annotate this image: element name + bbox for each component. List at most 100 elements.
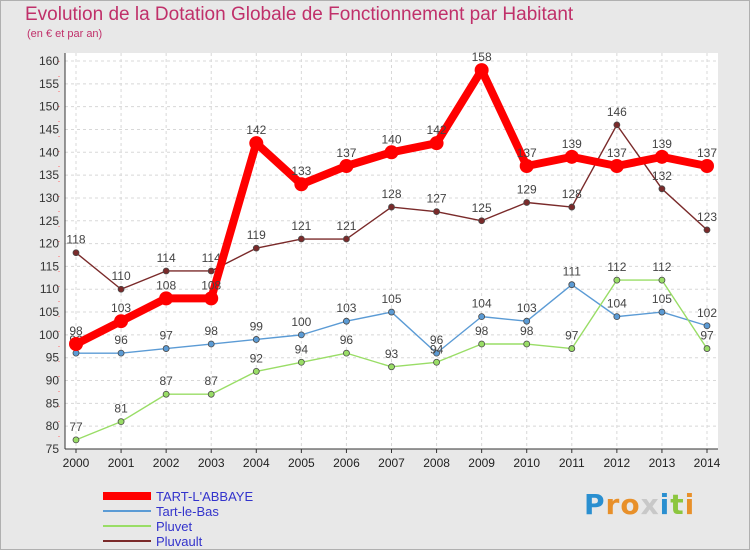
- y-tick-label: 150: [39, 100, 59, 114]
- data-label-pluvault: 114: [157, 251, 176, 265]
- data-point-pluvault: [207, 267, 215, 275]
- logo-letter: r: [605, 488, 621, 521]
- y-tick-label: 95: [46, 351, 60, 365]
- data-label-tart-l-abbaye: 137: [697, 146, 717, 160]
- y-tick-label: 125: [39, 214, 59, 228]
- data-label-tart-le-bas: 102: [697, 306, 717, 320]
- data-label-pluvault: 132: [652, 169, 672, 183]
- logo-letter: x: [640, 488, 660, 521]
- data-point-pluvault: [433, 208, 440, 216]
- y-tick-label: 160: [39, 54, 59, 68]
- y-tick-label: 75: [46, 442, 60, 456]
- data-label-pluvet: 96: [340, 333, 354, 347]
- data-point-pluvault: [658, 185, 666, 193]
- data-point-tart-l-abbaye: [249, 136, 264, 151]
- x-tick-label: 2001: [108, 456, 135, 470]
- data-label-tart-le-bas: 104: [607, 297, 627, 311]
- data-label-pluvault: 129: [517, 183, 537, 197]
- data-label-pluvet: 97: [700, 329, 714, 343]
- data-point-tart-le-bas: [433, 349, 440, 357]
- data-label-pluvet: 81: [114, 402, 128, 416]
- data-point-pluvault: [297, 235, 305, 243]
- data-label-tart-le-bas: 99: [250, 319, 264, 333]
- data-label-tart-l-abbaye: 98: [69, 324, 83, 338]
- data-point-tart-le-bas: [388, 308, 395, 316]
- data-label-tart-le-bas: 97: [159, 329, 173, 343]
- data-label-tart-l-abbaye: 158: [472, 50, 492, 64]
- data-label-pluvault: 119: [247, 228, 266, 242]
- chart-subtitle: (en € et par an): [27, 28, 103, 40]
- x-tick-label: 2012: [604, 456, 631, 470]
- data-label-pluvault: 125: [472, 201, 492, 215]
- data-point-pluvault: [72, 249, 80, 257]
- x-tick-label: 2009: [468, 456, 495, 470]
- data-label-pluvet: 94: [295, 342, 309, 356]
- x-tick-label: 2007: [378, 456, 405, 470]
- data-point-pluvault: [568, 203, 576, 211]
- data-label-pluvet: 98: [520, 324, 534, 338]
- data-point-tart-l-abbaye: [69, 337, 83, 352]
- data-label-pluvault: 128: [562, 187, 582, 201]
- data-label-pluvet: 87: [159, 374, 173, 388]
- data-label-pluvault: 114: [202, 251, 221, 265]
- data-point-tart-l-abbaye: [429, 136, 444, 151]
- data-label-tart-l-abbaye: 108: [156, 278, 176, 292]
- data-label-pluvault: 110: [112, 269, 131, 283]
- chart-title: Evolution de la Dotation Globale de Fonc…: [25, 4, 574, 25]
- data-label-pluvet: 112: [652, 260, 671, 274]
- data-point-pluvet: [117, 418, 125, 426]
- data-label-pluvet: 94: [430, 342, 444, 356]
- data-label-pluvault: 121: [291, 219, 311, 233]
- data-point-tart-l-abbaye: [339, 158, 354, 173]
- data-label-pluvet: 98: [475, 324, 489, 338]
- data-point-pluvet: [703, 345, 711, 352]
- logo-letter: i: [659, 488, 671, 521]
- data-point-pluvet: [162, 390, 170, 398]
- data-point-tart-le-bas: [72, 349, 80, 357]
- y-tick-label: 135: [39, 168, 59, 182]
- y-tick-label: 130: [39, 191, 59, 205]
- x-tick-label: 2005: [288, 456, 315, 470]
- data-point-pluvault: [703, 226, 711, 234]
- data-point-pluvet: [478, 340, 486, 348]
- x-tick-label: 2000: [63, 456, 90, 470]
- data-point-pluvet: [433, 358, 440, 366]
- y-tick-label: 120: [39, 237, 59, 251]
- data-point-tart-l-abbaye: [654, 149, 669, 164]
- data-point-tart-le-bas: [252, 336, 260, 343]
- data-point-pluvault: [478, 217, 486, 225]
- legend-label: Pluvault: [156, 534, 203, 549]
- data-label-pluvet: 77: [69, 420, 83, 434]
- data-point-tart-le-bas: [478, 313, 486, 321]
- data-point-tart-le-bas: [658, 308, 666, 316]
- data-label-pluvault: 127: [427, 192, 447, 206]
- logo-letter: t: [670, 488, 685, 521]
- data-point-pluvet: [252, 367, 260, 375]
- data-label-tart-l-abbaye: 142: [246, 123, 266, 137]
- data-point-tart-l-abbaye: [159, 291, 174, 306]
- data-label-pluvet: 97: [565, 329, 579, 343]
- x-tick-label: 2006: [333, 456, 360, 470]
- data-label-pluvault: 121: [336, 219, 356, 233]
- data-label-tart-le-bas: 98: [205, 324, 219, 338]
- data-label-tart-l-abbaye: 137: [517, 146, 537, 160]
- data-label-tart-l-abbaye: 137: [336, 146, 356, 160]
- data-point-pluvault: [162, 267, 170, 275]
- data-label-tart-l-abbaye: 103: [111, 301, 131, 315]
- y-tick-label: 155: [39, 77, 59, 91]
- data-label-pluvet: 112: [607, 260, 626, 274]
- y-tick-label: 110: [40, 282, 59, 296]
- data-label-tart-le-bas: 111: [563, 265, 582, 279]
- data-point-tart-l-abbaye: [114, 314, 129, 329]
- x-tick-label: 2002: [153, 456, 180, 470]
- data-label-tart-le-bas: 103: [517, 301, 537, 315]
- data-point-pluvault: [523, 199, 531, 206]
- data-point-tart-l-abbaye: [519, 158, 534, 173]
- data-label-tart-l-abbaye: 137: [607, 146, 627, 160]
- data-point-pluvault: [252, 244, 260, 252]
- data-label-pluvault: 118: [66, 233, 85, 247]
- x-tick-label: 2008: [423, 456, 450, 470]
- x-tick-label: 2011: [559, 456, 585, 470]
- data-point-tart-le-bas: [523, 317, 531, 325]
